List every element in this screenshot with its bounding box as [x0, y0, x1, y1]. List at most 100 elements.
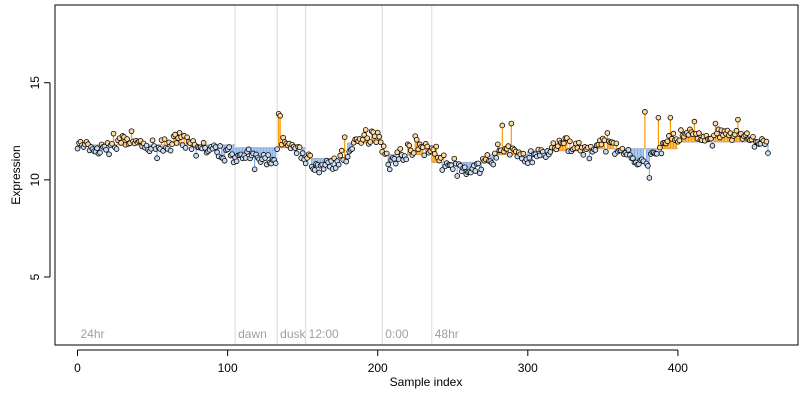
data-point — [744, 130, 750, 137]
data-point — [74, 145, 81, 152]
data-point — [424, 143, 431, 150]
data-point — [316, 169, 322, 176]
data-point — [508, 120, 515, 127]
data-point — [335, 161, 342, 168]
data-point — [529, 159, 536, 166]
data-point — [664, 138, 671, 145]
data-point — [440, 152, 447, 159]
data-point — [505, 143, 512, 149]
data-point — [359, 136, 366, 143]
data-point — [449, 166, 456, 172]
data-point — [106, 151, 112, 158]
data-point — [233, 158, 240, 165]
data-point — [307, 152, 313, 159]
data-point — [490, 161, 497, 168]
data-point — [750, 134, 756, 140]
data-point — [188, 146, 195, 152]
data-point — [229, 151, 235, 157]
data-point — [642, 109, 648, 115]
data-point — [751, 144, 758, 150]
data-point — [678, 127, 684, 133]
data-point — [364, 135, 371, 141]
data-point — [691, 118, 698, 125]
data-point — [385, 161, 392, 168]
annotation-label: 24hr — [81, 327, 105, 341]
data-point — [657, 144, 663, 151]
data-point — [200, 140, 207, 146]
data-point — [154, 155, 160, 162]
data-point — [439, 167, 446, 173]
data-point — [526, 154, 533, 161]
data-point — [113, 146, 120, 152]
data-point — [586, 155, 593, 162]
data-point — [475, 160, 482, 167]
data-point — [406, 142, 413, 149]
data-points — [74, 109, 771, 181]
data-point — [265, 152, 271, 158]
data-point — [377, 139, 384, 146]
data-point — [245, 146, 252, 153]
data-point — [169, 141, 175, 147]
data-point — [567, 138, 573, 145]
data-point — [735, 116, 741, 123]
data-point — [272, 160, 279, 167]
data-point — [373, 139, 380, 145]
data-point — [484, 152, 491, 158]
x-tick-label: 0 — [74, 361, 81, 375]
annotation-lines — [234, 5, 433, 345]
data-point — [550, 140, 557, 146]
data-point — [461, 164, 468, 171]
data-point — [403, 156, 410, 163]
data-point — [763, 138, 770, 145]
data-point — [667, 114, 674, 121]
annotation-label: 0:00 — [385, 327, 409, 341]
data-point — [603, 148, 609, 155]
data-point — [94, 145, 100, 152]
data-point — [277, 112, 283, 119]
data-point — [341, 134, 348, 140]
data-point — [654, 150, 660, 157]
x-axis: 0 100 200 300 400 — [74, 349, 688, 375]
data-point — [676, 137, 683, 144]
data-point — [592, 147, 599, 153]
data-point — [184, 134, 190, 141]
data-point — [182, 145, 189, 151]
data-point — [103, 146, 109, 153]
data-point — [520, 150, 527, 157]
data-point — [337, 152, 343, 159]
data-point — [124, 136, 130, 142]
x-tick-label: 200 — [368, 361, 388, 375]
data-point — [561, 140, 567, 147]
data-point — [344, 153, 351, 160]
y-tick-label: 5 — [28, 273, 42, 280]
data-point — [625, 147, 632, 153]
data-point — [712, 120, 719, 127]
data-point — [499, 122, 506, 129]
data-point — [709, 142, 716, 149]
data-point — [421, 152, 428, 159]
y-axis: 5 10 15 — [28, 76, 51, 280]
data-point — [604, 130, 611, 136]
data-point — [97, 149, 103, 156]
data-point — [302, 160, 309, 167]
data-point — [362, 127, 369, 133]
data-point — [293, 150, 300, 156]
data-point — [451, 155, 458, 162]
data-point — [580, 152, 587, 158]
x-tick-label: 300 — [518, 361, 538, 375]
x-axis-label: Sample index — [390, 375, 463, 389]
data-point — [392, 160, 399, 167]
data-point — [391, 156, 398, 162]
data-point — [376, 133, 383, 140]
data-point — [274, 146, 280, 152]
data-point — [217, 143, 223, 149]
data-point — [394, 149, 401, 156]
data-point — [311, 167, 318, 173]
data-point — [380, 143, 387, 149]
data-point — [193, 152, 199, 159]
data-point — [242, 155, 249, 161]
data-point — [173, 140, 180, 146]
data-point — [454, 173, 461, 179]
data-point — [765, 150, 771, 156]
data-point — [433, 143, 440, 150]
